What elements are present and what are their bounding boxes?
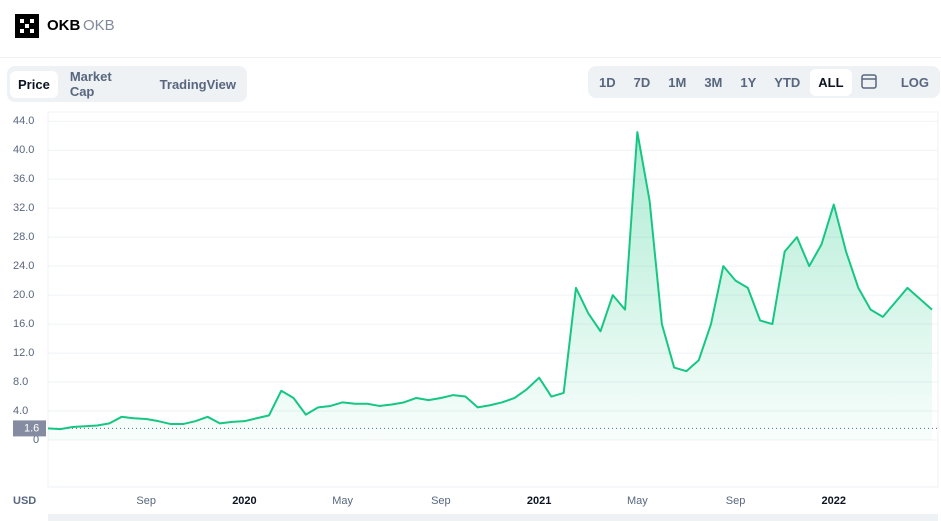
x-tick-label: Sep bbox=[726, 495, 746, 507]
x-tick-label: 2022 bbox=[822, 495, 846, 507]
price-line bbox=[47, 131, 933, 431]
range-button[interactable]: 1D bbox=[599, 74, 616, 90]
header: OKB OKB bbox=[0, 0, 941, 58]
reference-label: 1.6 bbox=[24, 422, 39, 434]
coin-name: OKB bbox=[83, 17, 115, 34]
y-tick-label: 4.0 bbox=[13, 405, 28, 417]
tab[interactable]: Market Cap bbox=[69, 69, 112, 99]
y-tick-label: 32.0 bbox=[13, 202, 34, 214]
x-tick-label: May bbox=[627, 495, 648, 507]
logo bbox=[15, 14, 39, 38]
range-button[interactable]: 1Y bbox=[740, 74, 757, 90]
y-tick-label: 16.0 bbox=[13, 318, 34, 330]
x-tick-label: Sep bbox=[431, 495, 451, 507]
y-tick-label: 24.0 bbox=[13, 260, 34, 272]
tab[interactable]: TradingView bbox=[159, 76, 236, 92]
symbol: OKB bbox=[47, 17, 81, 34]
calendar-button[interactable] bbox=[854, 72, 883, 92]
plot-border bbox=[47, 111, 939, 488]
range-group: 1D 7D 1M 3M 1Y YTD ALL LOG bbox=[588, 66, 940, 98]
tab-group: Price Market Cap TradingView bbox=[7, 66, 247, 102]
x-tick-label: 2020 bbox=[232, 495, 256, 507]
y-tick-label: 40.0 bbox=[13, 144, 34, 156]
y-tick-label: 0 bbox=[33, 434, 39, 446]
y-tick-label: 28.0 bbox=[13, 231, 34, 243]
y-tick-label: 8.0 bbox=[13, 376, 28, 388]
log-button[interactable]: LOG bbox=[900, 74, 929, 90]
tab[interactable]: Price bbox=[10, 70, 58, 98]
price-area bbox=[48, 132, 932, 440]
y-tick-label: 12.0 bbox=[13, 347, 34, 359]
scrollbar bbox=[48, 514, 938, 521]
currency-label: USD bbox=[13, 495, 36, 507]
range-button[interactable]: 1M bbox=[668, 74, 687, 90]
x-tick-label: May bbox=[332, 495, 353, 507]
logo-icon bbox=[20, 19, 34, 33]
range-button[interactable]: YTD bbox=[774, 74, 801, 90]
range-button[interactable]: 7D bbox=[633, 74, 651, 90]
range-button[interactable]: ALL bbox=[810, 68, 852, 96]
y-tick-label: 20.0 bbox=[13, 289, 34, 301]
y-tick-label: 36.0 bbox=[13, 173, 34, 185]
range-button[interactable]: 3M bbox=[704, 74, 723, 90]
y-tick-label: 44.0 bbox=[13, 115, 34, 127]
reference-box bbox=[13, 420, 46, 437]
x-tick-label: 2021 bbox=[527, 495, 551, 507]
x-tick-label: Sep bbox=[136, 495, 156, 507]
